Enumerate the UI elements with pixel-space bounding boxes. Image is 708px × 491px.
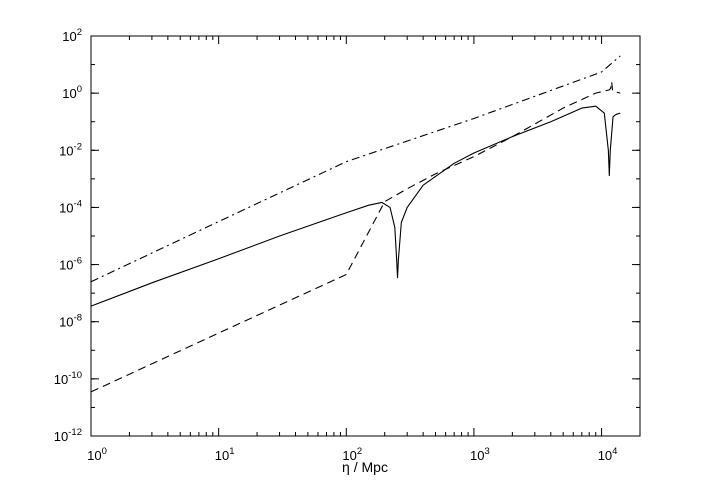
x-tick-label: 103 — [470, 446, 490, 463]
y-tick-label: 100 — [62, 84, 82, 101]
series-line-dashdot — [91, 56, 620, 282]
y-tick-label: 10-8 — [59, 313, 82, 330]
y-tick-label: 10-2 — [59, 141, 82, 158]
series-group — [91, 56, 620, 392]
y-tick-label: 10-4 — [59, 198, 82, 215]
y-tick-label: 10-6 — [59, 256, 82, 273]
x-axis-label: η / Mpc — [342, 459, 388, 475]
series-line-dashed — [91, 82, 620, 392]
x-tick-label: 104 — [598, 446, 618, 463]
y-tick-label: 10-10 — [54, 370, 82, 387]
axis-ticks: 100 101 102 103 104 10-12 10-10 10-8 10-6 10-4 10-… — [54, 27, 640, 463]
y-tick-label: 10-12 — [54, 427, 82, 444]
x-tick-label: 100 — [87, 446, 107, 463]
y-tick-label: 102 — [62, 27, 82, 44]
x-tick-label: 101 — [215, 446, 235, 463]
series-line-solid — [91, 106, 620, 306]
plot-frame — [91, 36, 640, 436]
